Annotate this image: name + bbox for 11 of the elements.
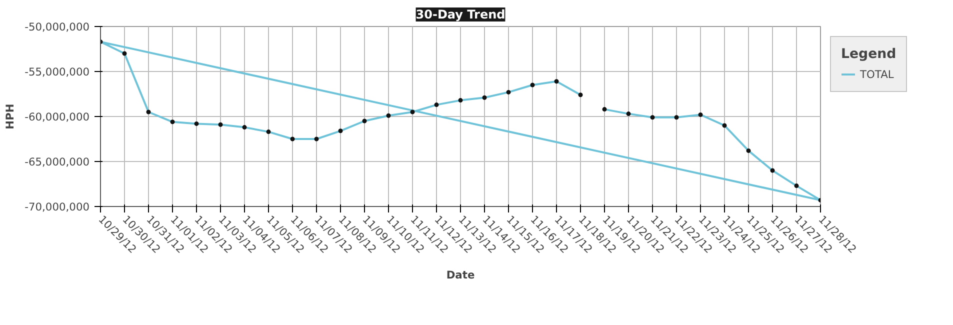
y-axis-title: HPH — [4, 104, 17, 130]
y-tick-label: -65,000,000 — [24, 156, 90, 168]
legend-title: Legend — [841, 47, 896, 62]
legend-label: TOTAL — [860, 68, 894, 80]
y-tick-label: -50,000,000 — [24, 20, 90, 34]
y-tick-label: -60,000,000 — [24, 110, 90, 124]
line-series — [100, 40, 820, 202]
x-axis-title: Date — [446, 268, 475, 282]
y-tick-label: -70,000,000 — [24, 200, 90, 214]
chart-title: 30-Day Trend — [416, 8, 506, 22]
y-tick-label: -55,000,000 — [24, 66, 90, 78]
